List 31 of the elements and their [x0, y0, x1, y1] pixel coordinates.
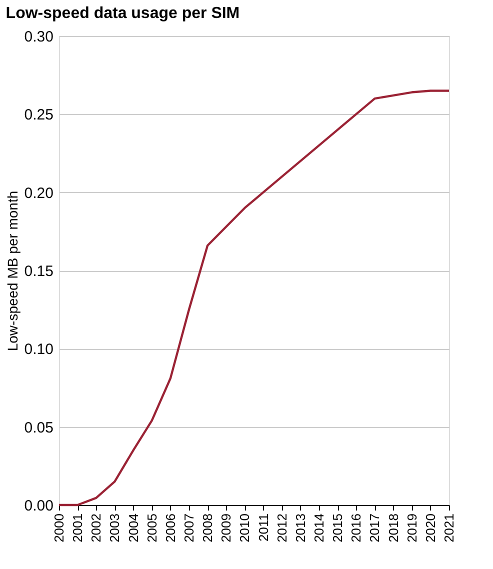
x-tick-label: 2018	[386, 514, 401, 542]
x-tick-label: 2003	[107, 514, 122, 542]
x-tick-label: 2004	[126, 514, 141, 542]
x-tick-label: 2012	[274, 514, 290, 542]
x-tick-label: 2020	[422, 514, 438, 542]
y-axis-title: Low-speed MB per month	[4, 190, 20, 352]
x-tick-label: 2008	[200, 514, 216, 542]
x-tick-label: 2013	[292, 514, 308, 542]
x-tick-label: 2016	[348, 514, 364, 542]
x-tick-label: 2006	[162, 514, 178, 542]
y-tick-label: 0.05	[24, 419, 54, 436]
chart-title: Low-speed data usage per SIM	[6, 5, 240, 22]
x-tick-label: 2009	[218, 514, 234, 542]
x-tick-label: 2021	[442, 514, 456, 542]
x-tick-label: 2005	[144, 514, 160, 542]
y-tick-label: 0.30	[24, 28, 54, 46]
x-tick-label: 2019	[404, 514, 420, 542]
y-tick-label: 0.10	[24, 341, 54, 358]
x-tick-label: 2000	[52, 514, 66, 542]
x-tick-label: 2007	[182, 514, 196, 542]
x-tick-label: 2010	[237, 514, 252, 542]
x-tick-label: 2001	[70, 514, 86, 542]
x-tick-label: 2014	[312, 514, 326, 542]
x-tick-label: 2002	[88, 514, 104, 542]
y-tick-label: 0.00	[24, 498, 54, 514]
x-tick-label: 2015	[330, 514, 346, 542]
y-tick-label: 0.15	[24, 263, 54, 280]
x-tick-label: 2011	[256, 514, 271, 542]
y-tick-label: 0.20	[24, 184, 54, 202]
x-tick-label: 2017	[367, 514, 382, 542]
y-tick-label: 0.25	[24, 106, 54, 124]
